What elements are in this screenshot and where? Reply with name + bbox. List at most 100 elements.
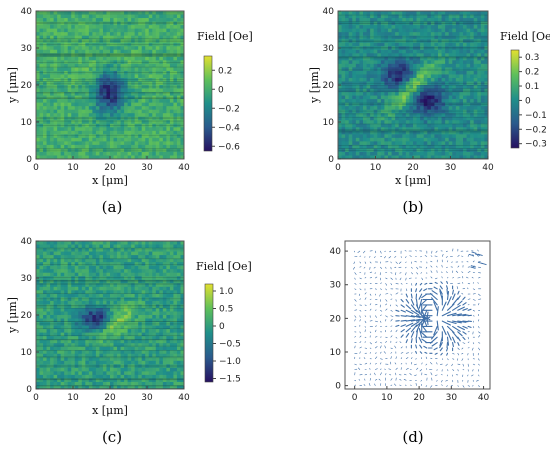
heatmap-cell <box>148 155 153 160</box>
heatmap-cell <box>438 63 442 68</box>
heatmap-cell <box>413 81 417 86</box>
heatmap-cell <box>60 251 65 256</box>
heatmap-cell <box>148 99 153 104</box>
heatmap-cell <box>152 14 157 19</box>
heatmap-cell <box>355 151 360 156</box>
heatmap-cell <box>99 353 104 358</box>
heatmap-cell <box>377 102 382 107</box>
heatmap-cell <box>395 42 400 47</box>
heatmap-cell <box>370 28 375 33</box>
heatmap-cell <box>176 81 181 86</box>
heatmap-cell <box>60 290 65 295</box>
heatmap-cell <box>81 322 86 326</box>
heatmap-cell <box>423 148 428 153</box>
heatmap-cell <box>131 32 136 37</box>
heatmap-cell <box>138 248 143 252</box>
heatmap-cell <box>74 367 79 372</box>
heatmap-cell <box>138 350 143 355</box>
heatmap-cell <box>81 269 86 274</box>
heatmap-cell <box>85 265 90 270</box>
heatmap-cell <box>338 56 342 61</box>
heatmap-cell <box>384 106 389 111</box>
heatmap-cell <box>131 322 136 326</box>
heatmap-cell <box>39 346 44 351</box>
heatmap-cell <box>92 21 97 26</box>
heatmap-cell <box>173 92 178 96</box>
heatmap-cell <box>102 248 107 252</box>
heatmap-cell <box>134 315 139 319</box>
heatmap-cell <box>36 332 40 337</box>
heatmap-cell <box>466 14 471 19</box>
heatmap-cell <box>39 63 44 68</box>
heatmap-cell <box>78 357 83 362</box>
heatmap-cell <box>402 14 407 19</box>
heatmap-cell <box>106 155 111 160</box>
heatmap-cell <box>477 151 482 156</box>
heatmap-cell <box>169 113 174 118</box>
heatmap-cell <box>159 70 164 75</box>
heatmap-cell <box>180 116 185 121</box>
y-tick-label: 30 <box>323 44 335 54</box>
heatmap-cell <box>352 134 357 139</box>
heatmap-cell <box>36 95 40 100</box>
heatmap-cell <box>370 39 375 44</box>
heatmap-cell <box>352 85 357 89</box>
heatmap-cell <box>134 151 139 156</box>
heatmap-cell <box>95 367 100 372</box>
heatmap-cell <box>134 329 139 334</box>
heatmap-cell <box>162 106 167 111</box>
heatmap-cell <box>60 318 65 323</box>
heatmap-cell <box>438 106 442 111</box>
heatmap-cell <box>71 53 76 58</box>
heatmap-cell <box>74 350 79 355</box>
heatmap-cell <box>138 325 143 330</box>
heatmap-cell <box>78 269 83 274</box>
heatmap-cell <box>359 63 364 68</box>
heatmap-cell <box>71 56 76 61</box>
heatmap-cell <box>74 346 79 351</box>
heatmap-cell <box>359 49 364 54</box>
heatmap-cell <box>50 357 55 362</box>
heatmap-cell <box>380 74 385 79</box>
heatmap-cell <box>391 151 396 156</box>
heatmap-cell <box>420 123 425 128</box>
heatmap-cell <box>420 127 425 132</box>
heatmap-cell <box>470 116 475 121</box>
heatmap-cell <box>448 11 453 15</box>
heatmap-cell <box>180 46 185 51</box>
heatmap-cell <box>413 134 417 139</box>
heatmap-cell <box>60 258 65 263</box>
heatmap-cell <box>477 88 482 93</box>
heatmap-cell <box>370 92 375 96</box>
heatmap-cell <box>430 25 435 30</box>
heatmap-cell <box>180 63 185 68</box>
heatmap-cell <box>455 127 460 132</box>
heatmap-cell <box>117 144 121 149</box>
heatmap-cell <box>102 148 107 153</box>
heatmap-cell <box>106 137 111 142</box>
heatmap-cell <box>395 53 400 58</box>
heatmap-cell <box>355 102 360 107</box>
heatmap-cell <box>127 241 132 245</box>
heatmap-cell <box>53 353 58 358</box>
heatmap-cell <box>36 116 40 121</box>
heatmap-cell <box>74 364 79 369</box>
heatmap-cell <box>338 141 342 146</box>
heatmap-cell <box>370 134 375 139</box>
heatmap-cell <box>338 28 342 33</box>
heatmap-cell <box>120 360 125 365</box>
heatmap-cell <box>141 42 146 47</box>
heatmap-cell <box>455 11 460 15</box>
heatmap-cell <box>463 134 467 139</box>
heatmap-cell <box>348 70 353 75</box>
heatmap-cell <box>377 14 382 19</box>
heatmap-cell <box>110 81 114 86</box>
heatmap-cell <box>445 85 450 89</box>
heatmap-cell <box>57 279 62 284</box>
heatmap-cell <box>427 92 432 96</box>
heatmap-cell <box>345 32 350 37</box>
heatmap-cell <box>43 99 47 104</box>
heatmap-cell <box>110 123 114 128</box>
heatmap-cell <box>106 32 111 37</box>
heatmap-cell <box>110 339 114 344</box>
